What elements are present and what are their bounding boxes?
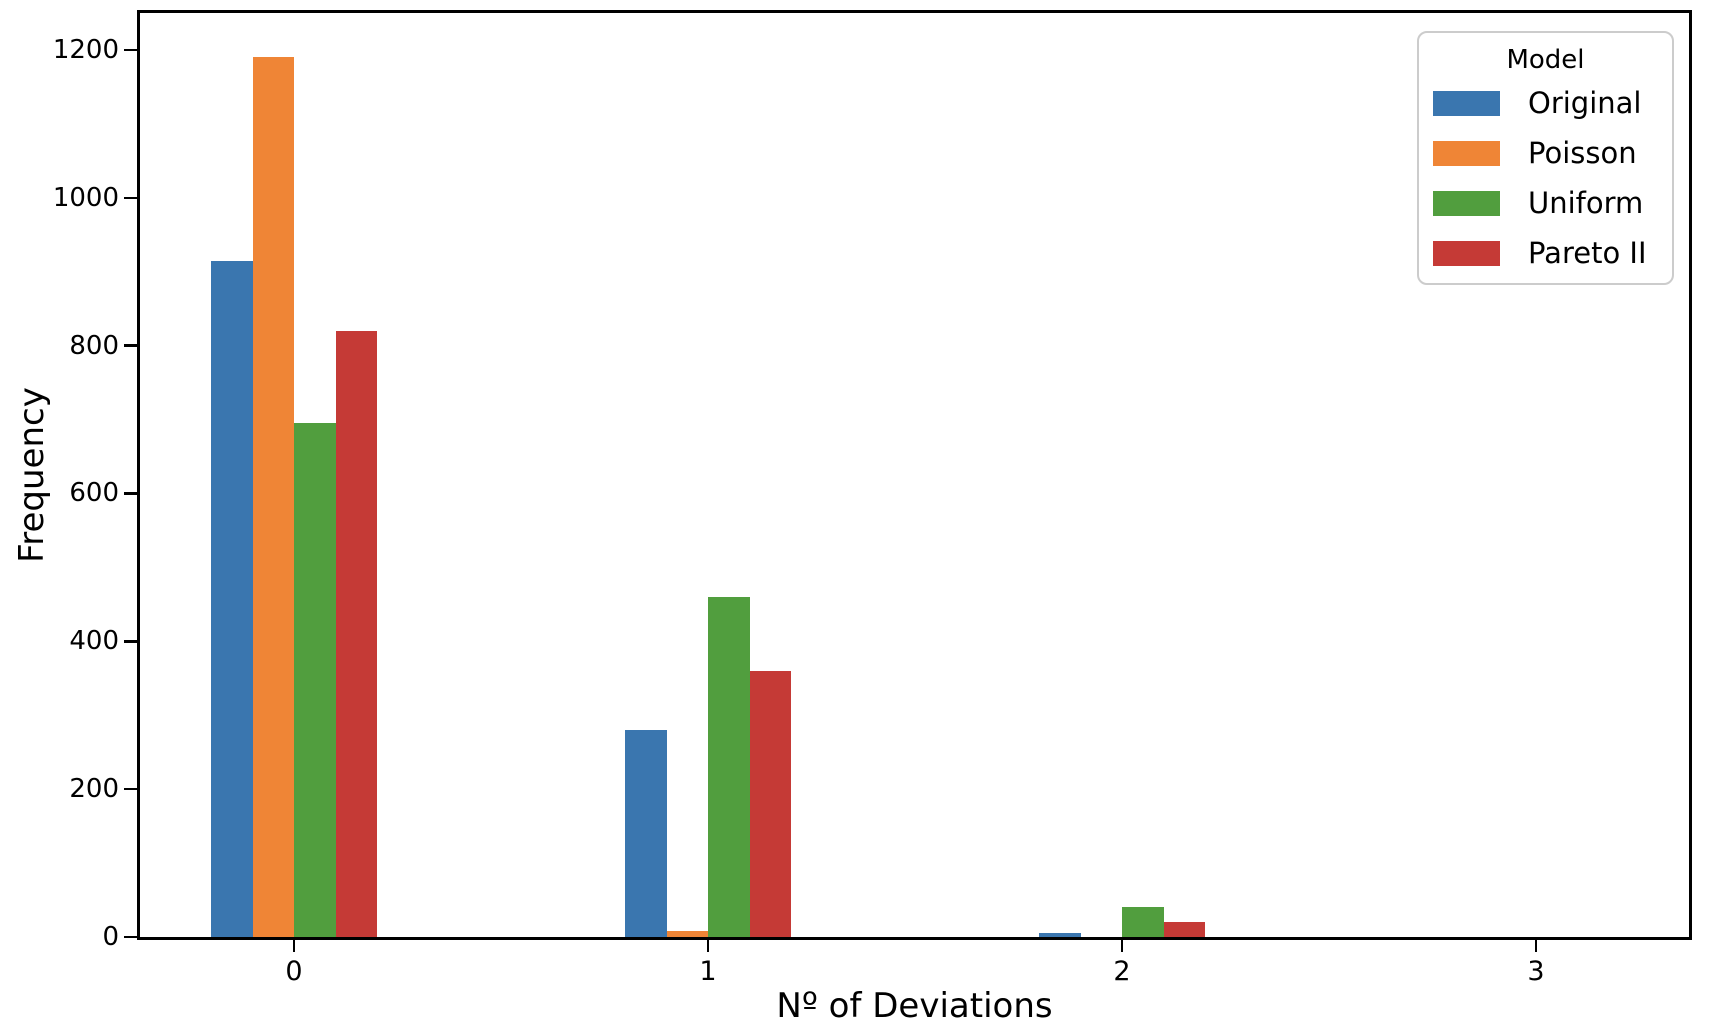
x-tick-label: 2 xyxy=(1113,956,1131,987)
bar-uniform-x0 xyxy=(294,423,336,937)
y-tick-mark xyxy=(124,196,137,200)
x-tick-mark xyxy=(1120,940,1124,952)
legend-label: Original xyxy=(1528,86,1642,120)
bar-pareto-ii-x0 xyxy=(335,330,377,937)
x-tick-label: 0 xyxy=(285,956,303,987)
y-tick-mark xyxy=(124,48,137,52)
y-tick-mark xyxy=(124,492,137,495)
y-tick-label: 600 xyxy=(69,478,119,509)
legend-label: Uniform xyxy=(1528,186,1644,220)
bar-original-x2 xyxy=(1039,933,1081,937)
bar-pareto-ii-x2 xyxy=(1163,922,1205,937)
x-tick-mark xyxy=(706,940,710,952)
bar-pareto-ii-x1 xyxy=(749,670,791,937)
y-tick-label: 800 xyxy=(69,330,119,361)
bar-poisson-x0 xyxy=(252,57,294,937)
legend-label: Poisson xyxy=(1528,136,1637,170)
y-tick-mark xyxy=(124,640,137,643)
x-tick-label: 3 xyxy=(1527,956,1545,987)
pareto-ii-swatch-icon xyxy=(1433,240,1500,266)
legend-item-poisson: Poisson xyxy=(1419,128,1672,178)
legend-item-original: Original xyxy=(1419,78,1672,128)
x-tick-label: 1 xyxy=(699,956,717,987)
original-swatch-icon xyxy=(1433,90,1500,116)
y-axis-label: Frequency xyxy=(12,387,52,563)
x-axis-label: Nº of Deviations xyxy=(776,986,1053,1026)
y-tick-label: 0 xyxy=(102,922,119,952)
y-tick-mark xyxy=(124,787,137,791)
plot-area xyxy=(140,13,1689,937)
y-tick-label: 400 xyxy=(69,626,119,657)
bar-uniform-x2 xyxy=(1122,907,1164,937)
legend-item-pareto-ii: Pareto II xyxy=(1419,228,1672,278)
x-tick-mark xyxy=(292,940,296,952)
legend-title: Model xyxy=(1506,45,1585,75)
bar-original-x0 xyxy=(211,260,253,937)
x-tick-mark xyxy=(1534,940,1538,952)
plot-frame xyxy=(137,10,1692,940)
y-tick-mark xyxy=(124,344,137,347)
y-tick-label: 200 xyxy=(69,774,119,805)
y-tick-label: 1000 xyxy=(52,182,119,213)
legend-label: Pareto II xyxy=(1528,236,1647,270)
y-tick-label: 1200 xyxy=(52,34,119,65)
bar-poisson-x1 xyxy=(666,931,708,937)
uniform-swatch-icon xyxy=(1433,190,1500,216)
poisson-swatch-icon xyxy=(1433,140,1500,166)
legend-item-uniform: Uniform xyxy=(1419,178,1672,228)
bar-uniform-x1 xyxy=(708,596,750,937)
legend: Model Original Poisson Uniform Pareto II xyxy=(1417,31,1674,285)
bar-original-x1 xyxy=(625,730,667,937)
y-tick-mark xyxy=(124,935,137,939)
